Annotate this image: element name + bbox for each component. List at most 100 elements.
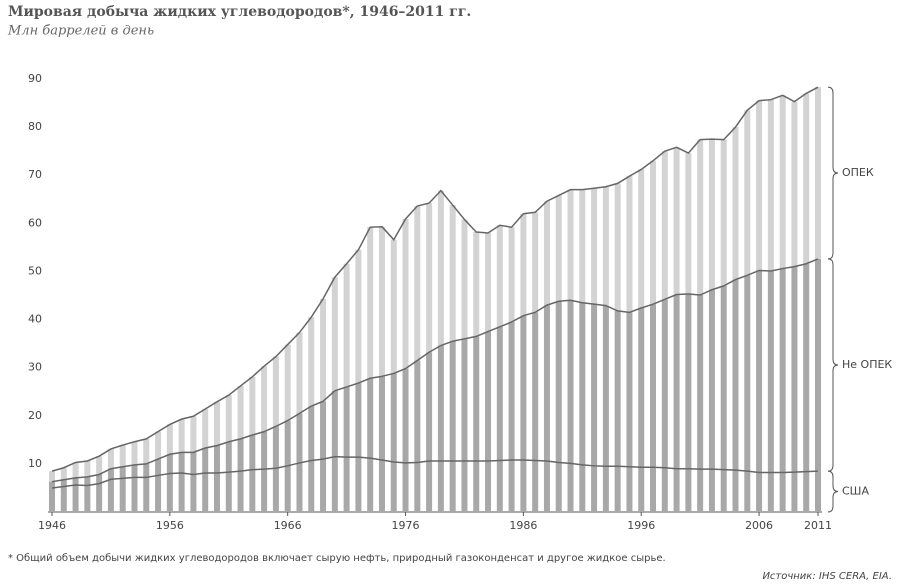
bar-segment: [815, 258, 821, 472]
bar-segment: [803, 471, 810, 512]
bar-segment: [225, 472, 232, 512]
bar-segment: [96, 474, 103, 484]
bar-segment: [390, 373, 397, 462]
bar-segment: [378, 460, 385, 512]
bar-segment: [213, 445, 220, 474]
bar-segment: [96, 456, 103, 475]
bar-segment: [225, 395, 232, 442]
bar-segment: [485, 331, 492, 462]
bar-segment: [803, 93, 810, 264]
bar-segment: [166, 473, 173, 512]
bar-segment: [685, 153, 692, 295]
bar-segment: [650, 304, 657, 468]
bar-segment: [49, 487, 55, 512]
bar-segment: [767, 270, 774, 473]
bar-segment: [473, 461, 480, 512]
series-label: США: [842, 485, 869, 498]
bar-segment: [225, 441, 232, 473]
brace: [827, 470, 839, 513]
bar-segment: [449, 461, 456, 512]
brace: [827, 86, 839, 260]
bar-segment: [190, 474, 197, 512]
bar-segment: [84, 485, 91, 512]
bar-segment: [803, 263, 810, 472]
bar-segment: [638, 169, 645, 309]
bar-segment: [437, 190, 444, 346]
bar-segment: [49, 481, 55, 488]
bar-segment: [296, 332, 303, 414]
bar-segment: [650, 160, 657, 305]
bar-segment: [697, 295, 704, 470]
bar-segment: [685, 468, 692, 512]
bar-segment: [767, 472, 774, 512]
bar-segment: [331, 456, 338, 512]
bar-segment: [614, 310, 621, 467]
y-tick-label: 60: [28, 216, 42, 229]
bar-segment: [155, 475, 162, 512]
bar-segment: [343, 457, 350, 512]
bar-segment: [614, 466, 621, 512]
bar-segment: [190, 452, 197, 475]
bar-segment: [308, 317, 315, 407]
bar-segment: [496, 225, 503, 327]
bar-segment: [308, 460, 315, 512]
bar-segment: [272, 356, 279, 427]
y-tick-label: 90: [28, 72, 42, 85]
chart-subtitle: Млн баррелей в день: [7, 24, 154, 39]
bar-segment: [708, 139, 715, 290]
bar-segment: [779, 268, 786, 473]
bar-segment: [508, 227, 515, 322]
bar-segment: [249, 435, 256, 470]
bar-segment: [520, 460, 527, 512]
bar-segment: [331, 277, 338, 391]
bar-segment: [614, 183, 621, 311]
x-tick-label: 1986: [509, 519, 537, 532]
bar-segment: [119, 445, 126, 467]
bar-segment: [414, 360, 421, 463]
bar-segment: [402, 368, 409, 463]
bar-segment: [496, 326, 503, 461]
bar-segment: [426, 461, 433, 512]
bar-segment: [402, 219, 409, 369]
bar-segment: [131, 477, 138, 512]
bar-segment: [567, 189, 574, 301]
bar-segment: [284, 344, 291, 421]
bar-segment: [390, 461, 397, 512]
bar-segment: [284, 420, 291, 466]
bar-segment: [543, 201, 550, 306]
bar-segment: [744, 110, 751, 276]
bar-segment: [661, 151, 668, 300]
bar-segment: [213, 401, 220, 446]
bar-segment: [532, 460, 539, 512]
bar-segment: [756, 100, 763, 271]
bar-segment: [520, 315, 527, 461]
bar-segment: [532, 312, 539, 461]
series-line: [51, 86, 819, 472]
bar-segment: [119, 478, 126, 512]
bar-segment: [685, 294, 692, 469]
bar-segment: [84, 461, 91, 477]
bar-segment: [261, 366, 268, 432]
bar-segment: [72, 485, 79, 512]
x-tick-label: 1956: [156, 519, 184, 532]
bar-segment: [60, 486, 67, 512]
bar-segment: [720, 139, 727, 286]
bar-segment: [579, 189, 586, 303]
bar-segment: [673, 147, 680, 295]
bar-segment: [555, 462, 562, 512]
bar-segment: [390, 239, 397, 374]
bar-segment: [284, 465, 291, 512]
bar-segment: [367, 458, 374, 512]
bar-segment: [202, 409, 209, 449]
bar-segment: [178, 473, 185, 512]
bar-segment: [249, 376, 256, 436]
series-line: [51, 455, 819, 489]
brace: [827, 258, 839, 472]
x-tick-label: 1966: [274, 519, 302, 532]
bar-segment: [461, 461, 468, 512]
bar-segment: [155, 459, 162, 476]
bar-segment: [343, 263, 350, 387]
bar-segment: [107, 468, 114, 480]
bar-segment: [744, 275, 751, 472]
